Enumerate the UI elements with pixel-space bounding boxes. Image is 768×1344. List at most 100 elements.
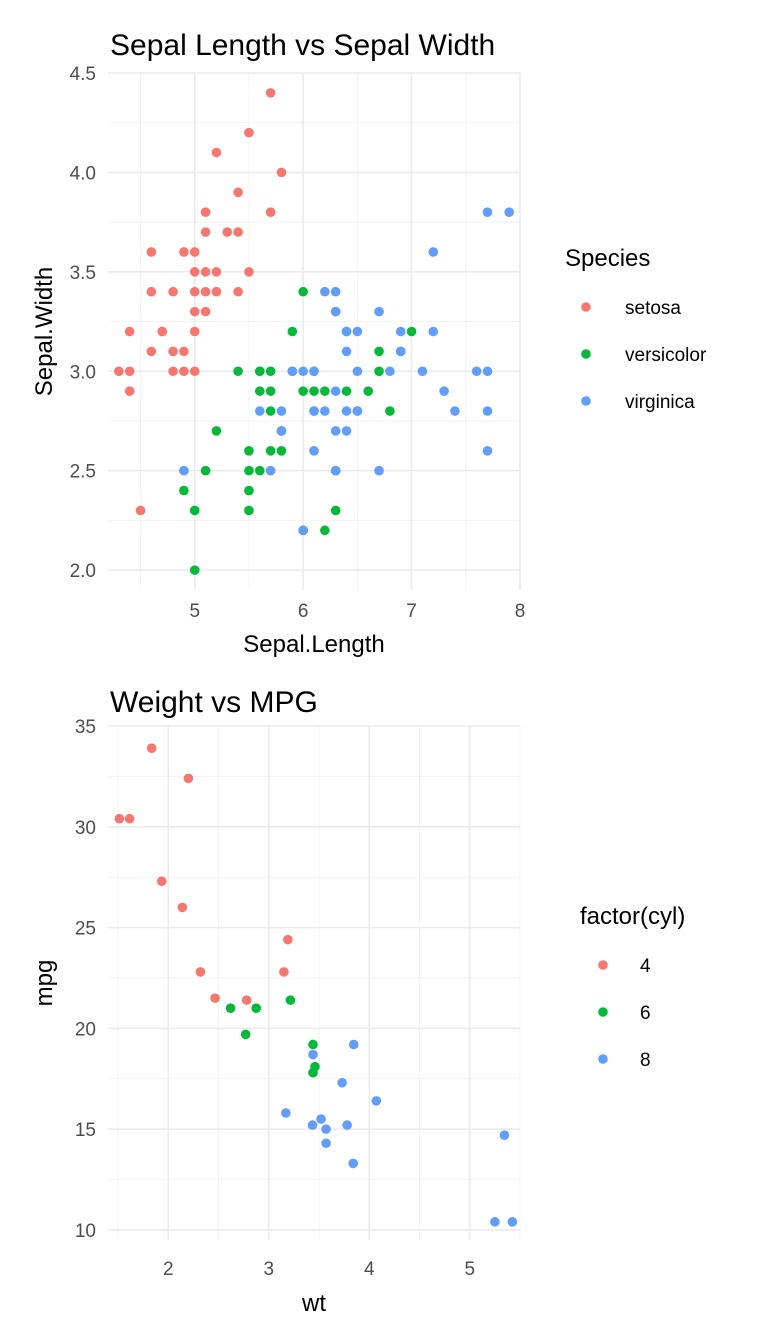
data-point-setosa: [200, 306, 211, 317]
data-point-setosa: [265, 88, 276, 98]
x-axis-title: wt: [301, 1290, 326, 1317]
data-point-6: [240, 1029, 251, 1040]
data-point-4: [279, 967, 289, 977]
data-point-setosa: [179, 247, 189, 257]
y-axis-title: Sepal.Width: [31, 267, 58, 396]
data-point-setosa: [244, 267, 254, 277]
data-point-versicolor: [233, 366, 243, 377]
data-point-setosa: [189, 286, 200, 297]
data-point-6: [308, 1067, 318, 1078]
legend-key-virginica: [581, 396, 591, 406]
data-point-setosa: [168, 286, 178, 297]
data-point-8: [342, 1120, 352, 1130]
data-point-6: [225, 1003, 236, 1013]
legend-key-versicolor: [581, 349, 591, 359]
data-point-virginica: [330, 286, 341, 297]
data-point-virginica: [179, 465, 189, 476]
y-tick-label: 10: [75, 1221, 96, 1242]
data-point-virginica: [417, 366, 428, 377]
data-point-virginica: [309, 446, 319, 456]
data-point-virginica: [309, 406, 319, 416]
data-point-8: [321, 1124, 331, 1134]
data-point-setosa: [135, 505, 146, 516]
data-point-8: [316, 1114, 326, 1124]
data-point-versicolor: [287, 326, 298, 337]
data-point-virginica: [298, 366, 308, 377]
y-axis-title: mpg: [31, 960, 58, 1007]
data-point-versicolor: [265, 406, 276, 416]
data-point-virginica: [330, 426, 341, 436]
data-point-setosa: [189, 326, 200, 337]
data-point-setosa: [189, 366, 200, 377]
data-point-versicolor: [254, 465, 265, 476]
data-point-virginica: [428, 247, 439, 257]
y-tick-label: 2.0: [70, 561, 96, 582]
x-tick-label: 4: [364, 1259, 375, 1280]
data-point-versicolor: [254, 366, 265, 377]
data-point-4: [114, 813, 125, 824]
data-point-setosa: [200, 286, 211, 297]
y-tick-label: 2.5: [70, 462, 96, 483]
data-point-virginica: [471, 366, 482, 377]
data-point-setosa: [168, 366, 178, 377]
data-point-virginica: [330, 386, 341, 396]
x-tick-label: 3: [263, 1259, 274, 1280]
data-point-virginica: [276, 426, 287, 436]
data-point-setosa: [200, 207, 211, 217]
legend-label: 4: [640, 956, 651, 977]
y-tick-label: 20: [75, 1019, 96, 1040]
data-point-setosa: [157, 326, 168, 337]
data-point-8: [490, 1217, 500, 1227]
data-point-versicolor: [200, 465, 211, 476]
data-point-virginica: [482, 207, 493, 217]
data-point-setosa: [124, 366, 135, 377]
data-point-setosa: [146, 346, 157, 357]
data-point-8: [321, 1138, 331, 1149]
data-point-virginica: [352, 406, 363, 416]
data-point-6: [285, 995, 296, 1005]
data-point-setosa: [179, 346, 189, 357]
data-point-setosa: [124, 386, 135, 396]
data-point-versicolor: [363, 386, 374, 396]
data-point-virginica: [265, 465, 276, 476]
data-point-setosa: [168, 346, 178, 357]
data-point-8: [337, 1077, 347, 1088]
data-point-versicolor: [276, 446, 287, 456]
data-point-virginica: [320, 406, 330, 416]
data-point-versicolor: [298, 286, 308, 297]
data-point-4: [156, 876, 167, 887]
legend-key-8: [598, 1054, 608, 1064]
data-point-versicolor: [265, 446, 276, 456]
data-point-versicolor: [189, 565, 200, 575]
data-point-versicolor: [265, 366, 276, 377]
data-point-setosa: [211, 147, 222, 158]
data-point-versicolor: [406, 326, 417, 337]
data-point-8: [308, 1049, 318, 1060]
chart-title: Weight vs MPG: [110, 686, 318, 719]
data-point-virginica: [341, 426, 352, 436]
data-point-virginica: [341, 406, 352, 416]
y-tick-label: 3.5: [70, 263, 96, 284]
legend-key-setosa: [581, 302, 591, 312]
legend-key-6: [598, 1007, 608, 1017]
data-point-virginica: [341, 326, 352, 337]
data-point-virginica: [374, 465, 384, 476]
data-point-virginica: [287, 366, 298, 377]
data-point-virginica: [482, 446, 493, 456]
data-point-versicolor: [211, 426, 222, 436]
data-point-setosa: [146, 247, 157, 257]
chart-title: Sepal Length vs Sepal Width: [110, 29, 495, 62]
data-point-4: [210, 993, 220, 1003]
data-point-versicolor: [244, 505, 254, 516]
data-point-virginica: [309, 366, 319, 377]
y-tick-label: 4.0: [70, 163, 96, 184]
y-tick-label: 3.0: [70, 362, 96, 383]
data-point-versicolor: [244, 465, 254, 476]
data-point-setosa: [189, 267, 200, 277]
data-point-8: [507, 1217, 518, 1227]
data-point-6: [251, 1003, 262, 1013]
data-point-versicolor: [179, 485, 189, 496]
data-point-setosa: [179, 366, 189, 377]
data-point-setosa: [211, 286, 222, 297]
